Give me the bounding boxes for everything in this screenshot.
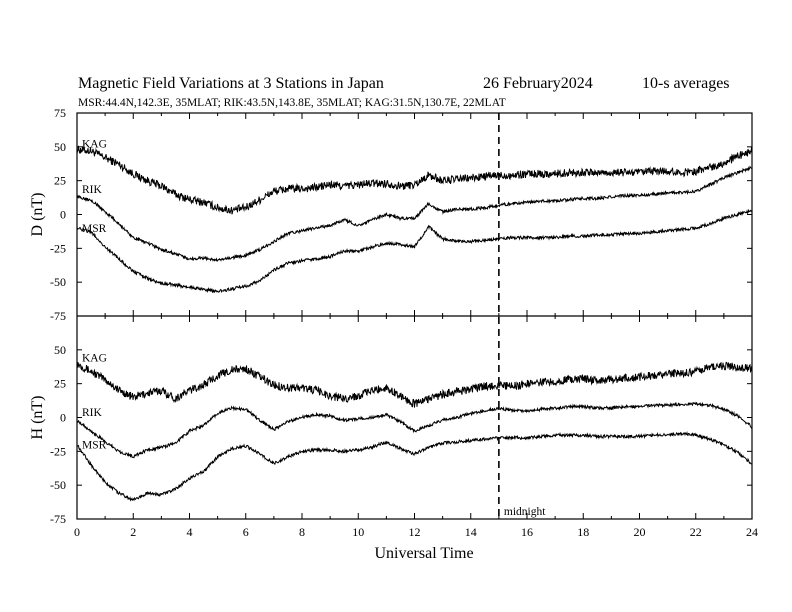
y-tick-label-d: 50 [54, 140, 66, 154]
x-axis-label: Universal Time [374, 545, 473, 562]
chart-date: 26 February2024 [483, 75, 593, 92]
series-line-rik-h [76, 401, 753, 459]
series-label-kag-h: KAG [82, 352, 107, 364]
y-tick-label-h: 25 [54, 377, 66, 391]
y-tick-label-d: 25 [54, 174, 66, 188]
x-tick-label: 14 [465, 525, 477, 539]
y-tick-label-h: -75 [50, 512, 66, 526]
y-tick-label-d: 0 [60, 208, 66, 222]
x-tick-label: 12 [409, 525, 421, 539]
y-tick-label-d: -25 [50, 241, 66, 255]
series-label-rik-d: RIK [82, 184, 103, 196]
series-line-kag-d [76, 145, 753, 215]
x-tick-label: 2 [130, 525, 136, 539]
y-tick-label-h: -50 [50, 478, 66, 492]
x-tick-label: 4 [187, 525, 193, 539]
series-line-msr-d [76, 208, 753, 294]
x-tick-label: 0 [74, 525, 80, 539]
chart-marks: 75 50 25 0 -25 -50 -75 KAG RIK MSR 50 25 0 -25 -50 -75 0… [50, 106, 758, 539]
x-tick-label: 16 [521, 525, 533, 539]
y-tick-label-h: 0 [60, 411, 66, 425]
x-tick-label: 24 [746, 525, 758, 539]
x-tick-label: 20 [634, 525, 646, 539]
averaging-note: 10-s averages [642, 75, 730, 92]
series-line-rik-d [76, 165, 753, 262]
y-tick-label-h: 50 [54, 343, 66, 357]
x-tick-label: 22 [690, 525, 702, 539]
y-axis-label-d: D (nT) [29, 193, 46, 237]
series-line-kag-h [76, 361, 753, 408]
chart-title: Magnetic Field Variations at 3 Stations … [78, 75, 384, 92]
series-label-msr-h: MSR [82, 440, 107, 452]
series-label-rik-h: RIK [82, 407, 103, 419]
y-tick-label-d: 75 [54, 106, 66, 120]
series-label-kag-d: KAG [82, 139, 107, 151]
midnight-label: midnight [504, 506, 546, 518]
series-line-msr-h [76, 430, 753, 502]
x-tick-label: 10 [352, 525, 364, 539]
x-tick-label: 18 [577, 525, 589, 539]
y-tick-label-h: -25 [50, 444, 66, 458]
y-tick-label-d: -50 [50, 275, 66, 289]
series-label-msr-d: MSR [82, 223, 107, 235]
y-tick-label-d: -75 [50, 309, 66, 323]
stations-info: MSR:44.4N,142.3E, 35MLAT; RIK:43.5N,143.… [78, 97, 506, 109]
x-tick-label: 8 [299, 525, 305, 539]
x-tick-label: 6 [243, 525, 249, 539]
y-axis-label-h: H (nT) [29, 396, 46, 440]
